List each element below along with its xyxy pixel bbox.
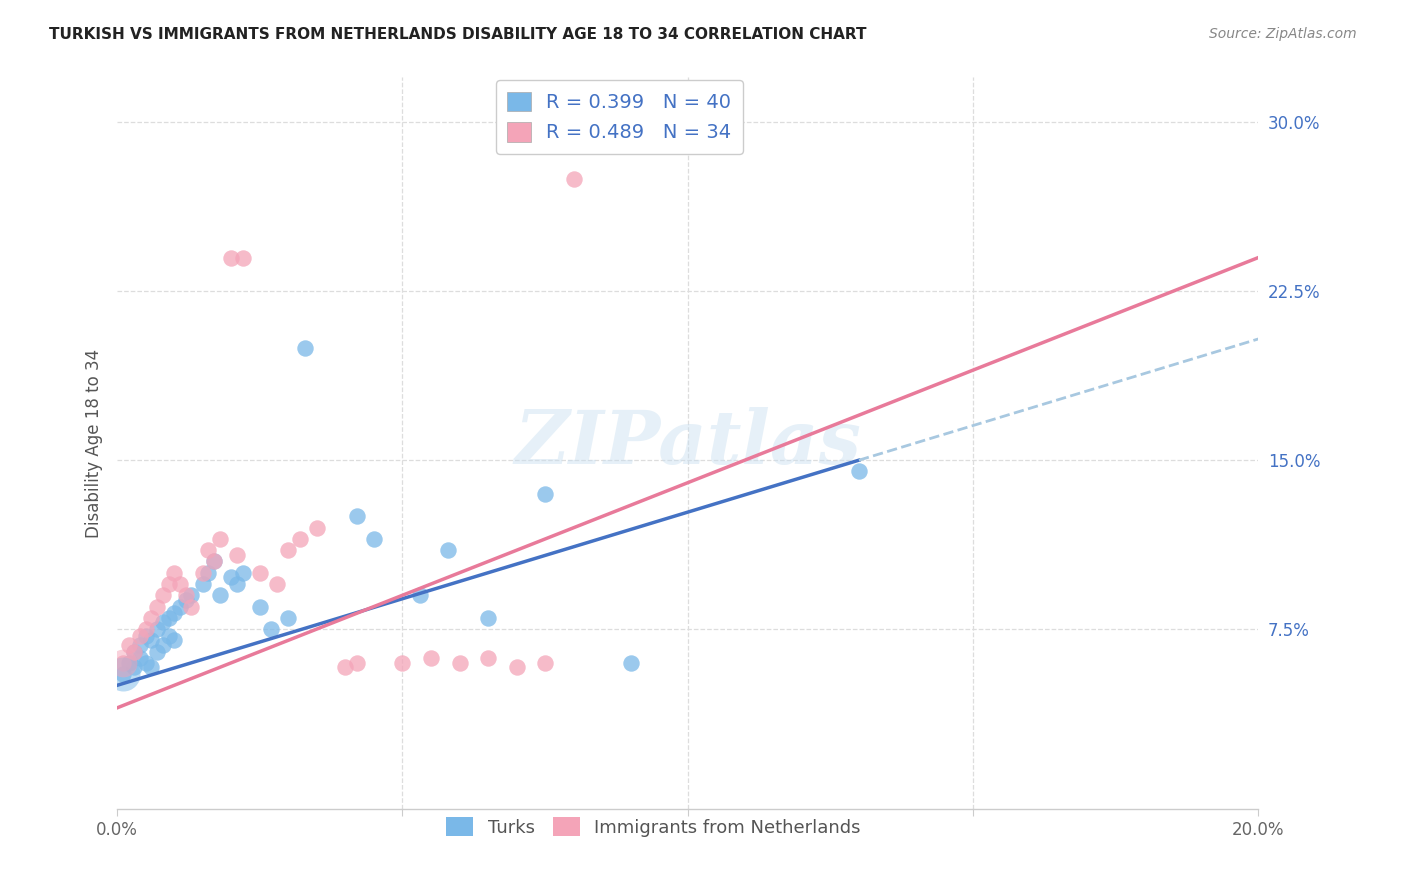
Point: [135, 622, 157, 636]
Point: [152, 638, 174, 652]
Point: [124, 644, 146, 658]
Point: [111, 656, 134, 670]
Point: [848, 465, 870, 479]
Point: [335, 660, 357, 674]
Point: [202, 554, 225, 568]
Point: [249, 599, 271, 614]
Point: [117, 656, 139, 670]
Point: [174, 588, 197, 602]
Point: [288, 532, 311, 546]
Point: [180, 588, 202, 602]
Point: [169, 599, 191, 614]
Point: [260, 622, 283, 636]
Text: TURKISH VS IMMIGRANTS FROM NETHERLANDS DISABILITY AGE 18 TO 34 CORRELATION CHART: TURKISH VS IMMIGRANTS FROM NETHERLANDS D…: [49, 27, 866, 42]
Point: [135, 629, 157, 643]
Point: [202, 554, 225, 568]
Point: [232, 251, 254, 265]
Point: [534, 487, 557, 501]
Legend: Turks, Immigrants from Netherlands: Turks, Immigrants from Netherlands: [439, 810, 868, 844]
Point: [294, 341, 316, 355]
Point: [141, 660, 163, 674]
Y-axis label: Disability Age 18 to 34: Disability Age 18 to 34: [86, 349, 103, 538]
Point: [157, 611, 180, 625]
Point: [437, 543, 460, 558]
Point: [169, 577, 191, 591]
Point: [124, 644, 146, 658]
Point: [221, 251, 243, 265]
Point: [191, 577, 214, 591]
Point: [346, 509, 368, 524]
Point: [346, 656, 368, 670]
Point: [146, 599, 169, 614]
Point: [249, 566, 271, 580]
Point: [117, 638, 139, 652]
Point: [163, 633, 186, 648]
Point: [305, 521, 328, 535]
Point: [277, 611, 299, 625]
Text: Source: ZipAtlas.com: Source: ZipAtlas.com: [1209, 27, 1357, 41]
Point: [111, 656, 134, 670]
Point: [391, 656, 413, 670]
Point: [146, 644, 169, 658]
Point: [477, 611, 499, 625]
Point: [111, 667, 134, 681]
Point: [141, 611, 163, 625]
Point: [146, 622, 169, 636]
Point: [232, 566, 254, 580]
Point: [208, 588, 231, 602]
Point: [111, 667, 134, 681]
Point: [534, 656, 557, 670]
Point: [505, 660, 527, 674]
Point: [180, 599, 202, 614]
Point: [135, 656, 157, 670]
Point: [363, 532, 385, 546]
Point: [221, 570, 243, 584]
Point: [562, 171, 585, 186]
Point: [163, 607, 186, 621]
Point: [277, 543, 299, 558]
Point: [163, 566, 186, 580]
Point: [226, 548, 249, 562]
Point: [197, 566, 219, 580]
Point: [124, 660, 146, 674]
Point: [620, 656, 643, 670]
Point: [174, 592, 197, 607]
Point: [157, 577, 180, 591]
Text: ZIPatlas: ZIPatlas: [515, 407, 862, 480]
Point: [129, 651, 152, 665]
Point: [191, 566, 214, 580]
Point: [141, 633, 163, 648]
Point: [152, 588, 174, 602]
Point: [208, 532, 231, 546]
Point: [477, 651, 499, 665]
Point: [420, 651, 443, 665]
Point: [408, 588, 430, 602]
Point: [152, 615, 174, 630]
Point: [157, 629, 180, 643]
Point: [449, 656, 471, 670]
Point: [197, 543, 219, 558]
Point: [226, 577, 249, 591]
Point: [266, 577, 288, 591]
Point: [129, 629, 152, 643]
Point: [129, 638, 152, 652]
